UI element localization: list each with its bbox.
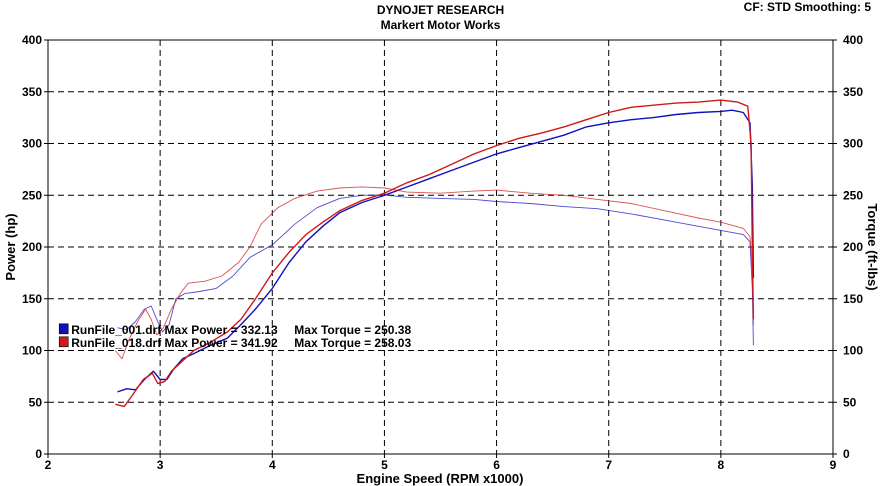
y-tick-label-right: 400: [843, 33, 863, 47]
chart-title: DYNOJET RESEARCH: [376, 3, 505, 17]
x-tick-label: 3: [157, 458, 164, 472]
y-tick-label-right: 50: [843, 395, 857, 409]
settings-label: CF: STD Smoothing: 5: [743, 0, 871, 14]
y-tick-label-right: 0: [843, 447, 850, 461]
x-tick-label: 8: [718, 458, 725, 472]
y-tick-label-left: 0: [35, 447, 42, 461]
series-line-torque-2: [117, 194, 754, 346]
legend: RunFile_001.drf Max Power = 332.13 Max T…: [58, 323, 411, 350]
y-tick-label-left: 150: [22, 292, 42, 306]
y-tick-label-right: 100: [843, 344, 863, 358]
y-axis-label-left: Power (hp): [3, 213, 18, 280]
y-tick-label-left: 100: [22, 344, 42, 358]
y-tick-label-right: 350: [843, 85, 863, 99]
y-tick-label-right: 300: [843, 137, 863, 151]
legend-entry: RunFile_018.drf Max Power = 341.92 Max T…: [71, 336, 411, 350]
y-axis-label-right: Torque (ft-lbs): [865, 203, 880, 290]
x-tick-label: 6: [493, 458, 500, 472]
chart-subtitle: Markert Motor Works: [380, 18, 501, 32]
x-tick-label: 4: [269, 458, 276, 472]
x-axis-label: Engine Speed (RPM x1000): [357, 471, 524, 486]
y-tick-label-right: 250: [843, 188, 863, 202]
x-tick-label: 9: [830, 458, 837, 472]
legend-entry: RunFile_001.drf Max Power = 332.13 Max T…: [71, 323, 411, 337]
y-tick-label-right: 200: [843, 240, 863, 254]
series-group: [114, 99, 755, 408]
legend-swatch: [58, 323, 69, 335]
y-tick-label-left: 50: [29, 395, 43, 409]
grid: [48, 40, 833, 454]
y-tick-label-left: 300: [22, 137, 42, 151]
series-line-power-3: [115, 99, 755, 408]
x-tick-label: 5: [381, 458, 388, 472]
y-tick-label-left: 250: [22, 188, 42, 202]
legend-swatch: [58, 336, 69, 348]
y-tick-label-left: 350: [22, 85, 42, 99]
y-tick-label-left: 200: [22, 240, 42, 254]
series-line-torque-4: [114, 186, 754, 360]
x-tick-label: 2: [45, 458, 52, 472]
y-tick-label-left: 400: [22, 33, 42, 47]
y-tick-label-right: 150: [843, 292, 863, 306]
x-tick-label: 7: [605, 458, 612, 472]
